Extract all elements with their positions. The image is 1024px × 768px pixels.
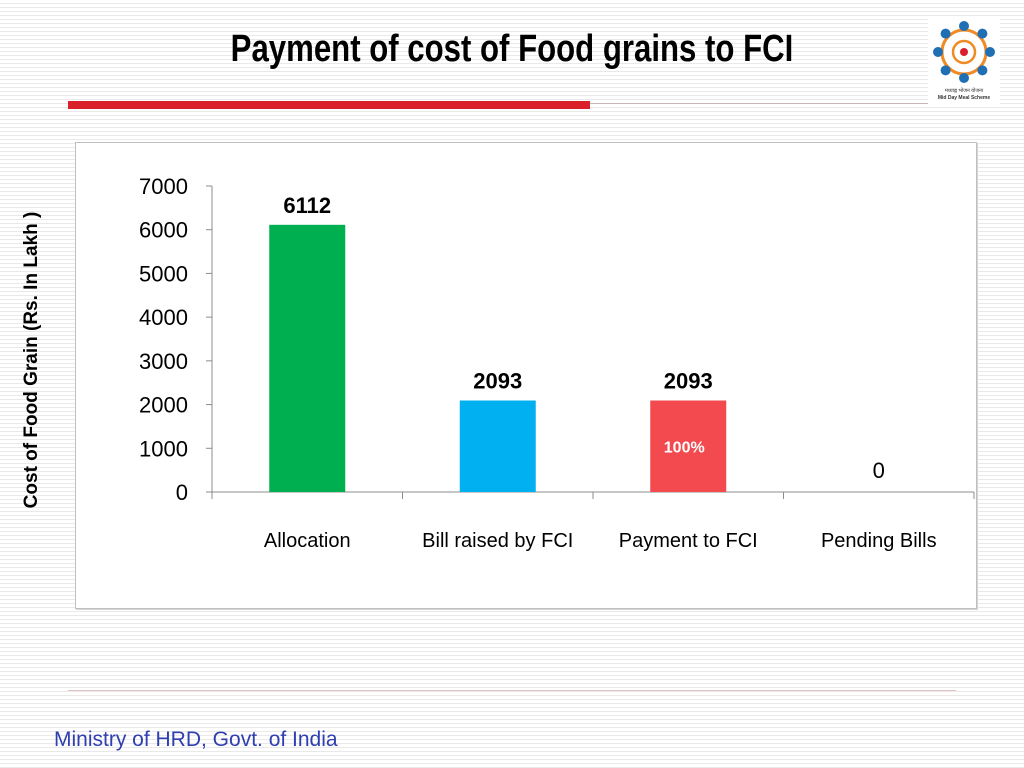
chart-area: 0 1000 2000 3000 4000 5000 6000 7000 6112 Allocat… (75, 142, 977, 609)
data-label-1: 2093 (473, 369, 522, 394)
data-label-2: 2093 (664, 369, 713, 394)
title-thin-rule (590, 103, 930, 104)
bar-chart: 0 1000 2000 3000 4000 5000 6000 7000 6112 Allocat… (139, 174, 975, 552)
y-tick-label: 7000 (139, 174, 188, 199)
logo-text-hindi: मध्याह्न भोजन योजना (944, 88, 984, 94)
title-accent-bar (68, 101, 590, 109)
y-tick-label: 2000 (139, 393, 188, 418)
category-label-1: Bill raised by FCI (422, 530, 573, 552)
bar-2 (650, 400, 727, 492)
y-axis-label: Cost of Food Grain (Rs. In Lakh ) (21, 211, 42, 509)
footer-text: Ministry of HRD, Govt. of India (54, 728, 338, 751)
category-label-3: Pending Bills (821, 530, 937, 552)
category-label-2: Payment to FCI (619, 530, 758, 552)
y-tick-label: 3000 (139, 349, 188, 374)
logo-text-english: Mid Day Meal Scheme (937, 95, 991, 101)
y-tick-label: 6000 (139, 218, 188, 243)
percent-annotation: 100% (664, 440, 705, 457)
footer-rule (68, 690, 956, 691)
bar-1 (459, 400, 536, 492)
y-tick-label: 0 (176, 480, 188, 505)
y-tick-label: 4000 (139, 305, 188, 330)
logo-emblem-icon (933, 21, 995, 83)
mid-day-meal-logo: मध्याह्न भोजन योजना Mid Day Meal Scheme (928, 18, 1000, 104)
y-tick-label: 5000 (139, 261, 188, 286)
data-label-3: 0 (873, 458, 885, 483)
y-tick-label: 1000 (139, 436, 188, 461)
data-label-0: 6112 (283, 193, 331, 218)
slide-title: Payment of cost of Food grains to FCI (230, 28, 794, 70)
category-label-0: Allocation (264, 530, 351, 552)
bar-0 (269, 224, 346, 492)
